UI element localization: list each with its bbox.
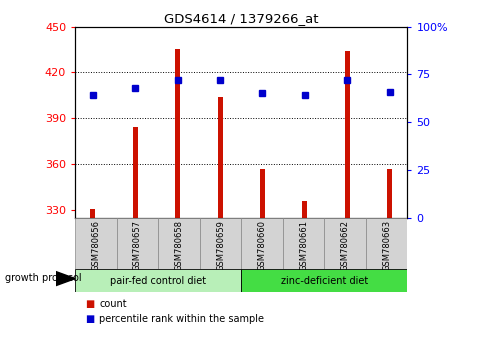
Bar (75, 269, 241, 292)
Text: GSM780662: GSM780662 (340, 220, 349, 271)
Bar (344, 51, 349, 218)
Text: ■: ■ (85, 299, 94, 309)
Text: pair-fed control diet: pair-fed control diet (110, 275, 206, 286)
Text: growth protocol: growth protocol (5, 273, 81, 283)
Polygon shape (56, 272, 75, 286)
Bar (302, 201, 307, 218)
Text: percentile rank within the sample: percentile rank within the sample (99, 314, 264, 324)
Bar (241, 269, 407, 292)
Title: GDS4614 / 1379266_at: GDS4614 / 1379266_at (164, 12, 318, 25)
Text: zinc-deficient diet: zinc-deficient diet (280, 275, 367, 286)
Text: GSM780656: GSM780656 (91, 220, 100, 271)
Bar (365, 218, 407, 269)
Text: count: count (99, 299, 127, 309)
Bar (241, 218, 282, 269)
Bar (282, 218, 324, 269)
Bar (324, 218, 365, 269)
Bar (158, 218, 199, 269)
Text: ■: ■ (85, 314, 94, 324)
Bar (259, 169, 264, 218)
Text: GSM780660: GSM780660 (257, 220, 266, 271)
Text: GSM780661: GSM780661 (299, 220, 307, 271)
Bar (75, 218, 117, 269)
Text: GSM780659: GSM780659 (215, 220, 225, 271)
Text: GSM780657: GSM780657 (133, 220, 142, 271)
Bar (175, 50, 180, 218)
Text: GSM780663: GSM780663 (381, 220, 390, 272)
Bar (133, 127, 137, 218)
Bar (90, 209, 95, 218)
Text: GSM780658: GSM780658 (174, 220, 183, 271)
Bar (199, 218, 241, 269)
Bar (386, 169, 392, 218)
Bar (117, 218, 158, 269)
Bar (217, 97, 222, 218)
